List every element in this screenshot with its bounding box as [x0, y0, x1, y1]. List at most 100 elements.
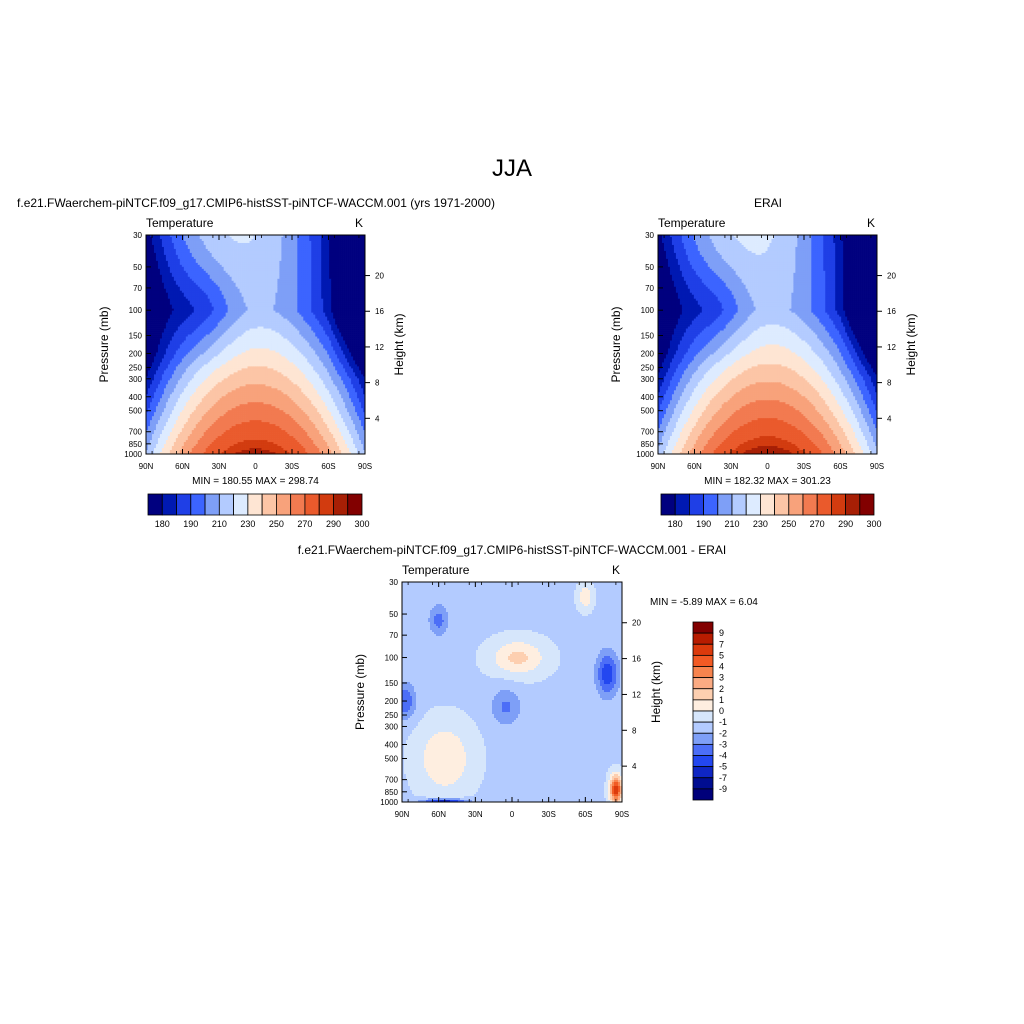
field-cell: [357, 241, 359, 243]
field-cell: [238, 247, 240, 249]
field-cell: [224, 251, 226, 253]
field-cell: [355, 253, 357, 255]
field-cell: [351, 237, 353, 239]
field-cell: [293, 247, 295, 249]
field-cell: [230, 253, 232, 255]
field-cell: [361, 251, 363, 253]
field-cell: [242, 247, 244, 249]
field-cell: [287, 247, 289, 249]
field-cell: [313, 247, 315, 249]
field-cell: [252, 237, 254, 239]
field-cell: [250, 257, 252, 259]
field-cell: [162, 253, 164, 255]
field-cell: [279, 241, 281, 243]
field-cell: [156, 239, 158, 241]
field-cell: [305, 237, 307, 239]
field-cell: [206, 253, 208, 255]
field-cell: [289, 249, 291, 251]
field-cell: [325, 253, 327, 255]
field-cell: [299, 247, 301, 249]
field-cell: [214, 243, 216, 245]
field-cell: [347, 247, 349, 249]
field-cell: [204, 249, 206, 251]
field-cell: [168, 239, 170, 241]
field-cell: [198, 255, 200, 257]
field-cell: [242, 239, 244, 241]
field-cell: [222, 247, 224, 249]
field-cell: [307, 243, 309, 245]
field-cell: [166, 245, 168, 247]
field-cell: [208, 247, 210, 249]
field-cell: [355, 239, 357, 241]
field-cell: [295, 243, 297, 245]
field-cell: [152, 241, 154, 243]
field-cell: [327, 249, 329, 251]
field-cell: [343, 253, 345, 255]
field-cell: [273, 253, 275, 255]
field-cell: [192, 251, 194, 253]
field-cell: [331, 249, 333, 251]
field-cell: [238, 249, 240, 251]
field-cell: [349, 237, 351, 239]
field-cell: [220, 257, 222, 259]
field-cell: [291, 249, 293, 251]
field-cell: [154, 245, 156, 247]
field-cell: [202, 249, 204, 251]
field-cell: [164, 257, 166, 259]
field-cell: [158, 239, 160, 241]
field-cell: [317, 251, 319, 253]
field-cell: [154, 257, 156, 259]
field-cell: [208, 239, 210, 241]
field-cell: [333, 241, 335, 243]
field-cell: [188, 249, 190, 251]
field-cell: [299, 241, 301, 243]
field-cell: [361, 245, 363, 247]
field-cell: [154, 243, 156, 245]
field-cell: [152, 243, 154, 245]
field-cell: [254, 247, 256, 249]
field-cell: [212, 251, 214, 253]
field-cell: [351, 241, 353, 243]
field-cell: [353, 247, 355, 249]
field-cell: [202, 255, 204, 257]
field-cell: [164, 247, 166, 249]
field-cell: [242, 251, 244, 253]
field-cell: [188, 243, 190, 245]
field-cell: [250, 247, 252, 249]
field-cell: [170, 247, 172, 249]
field-cell: [323, 253, 325, 255]
field-cell: [295, 251, 297, 253]
field-cell: [200, 241, 202, 243]
field-cell: [170, 257, 172, 259]
field-cell: [321, 245, 323, 247]
field-cell: [168, 257, 170, 259]
field-cell: [160, 257, 162, 259]
field-cell: [218, 241, 220, 243]
field-cell: [323, 249, 325, 251]
field-cell: [232, 249, 234, 251]
field-cell: [283, 247, 285, 249]
field-cell: [222, 239, 224, 241]
field-cell: [232, 257, 234, 259]
field-cell: [319, 253, 321, 255]
field-cell: [160, 247, 162, 249]
field-cell: [204, 247, 206, 249]
field-cell: [359, 253, 361, 255]
field-cell: [252, 243, 254, 245]
field-cell: [329, 251, 331, 253]
field-cell: [335, 245, 337, 247]
field-cell: [307, 255, 309, 257]
field-cell: [359, 239, 361, 241]
field-cell: [188, 253, 190, 255]
field-cell: [289, 237, 291, 239]
field-cell: [331, 253, 333, 255]
field-cell: [250, 241, 252, 243]
field-cell: [180, 237, 182, 239]
field-cell: [351, 249, 353, 251]
field-cell: [250, 245, 252, 247]
field-cell: [323, 237, 325, 239]
field-cell: [285, 241, 287, 243]
field-cell: [236, 249, 238, 251]
field-cell: [281, 253, 283, 255]
field-cell: [176, 251, 178, 253]
